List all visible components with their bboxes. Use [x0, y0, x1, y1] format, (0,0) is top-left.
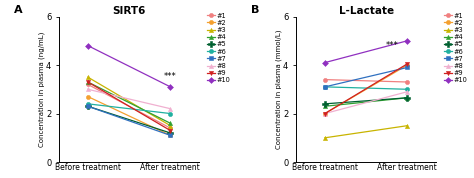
- Text: ***: ***: [164, 72, 177, 81]
- Text: B: B: [251, 5, 259, 15]
- Y-axis label: Concentration in plasma (ng/mL): Concentration in plasma (ng/mL): [38, 32, 45, 147]
- Title: SIRT6: SIRT6: [112, 6, 146, 16]
- Legend: #1, #2, #3, #4, #5, #6, #7, #8, #9, #10: #1, #2, #3, #4, #5, #6, #7, #8, #9, #10: [444, 13, 468, 83]
- Y-axis label: Concentration in plasma (mmol/L): Concentration in plasma (mmol/L): [275, 30, 282, 149]
- Legend: #1, #2, #3, #4, #5, #6, #7, #8, #9, #10: #1, #2, #3, #4, #5, #6, #7, #8, #9, #10: [207, 13, 231, 83]
- Text: ***: ***: [386, 41, 399, 51]
- Text: A: A: [14, 5, 23, 15]
- Title: L-Lactate: L-Lactate: [338, 6, 394, 16]
